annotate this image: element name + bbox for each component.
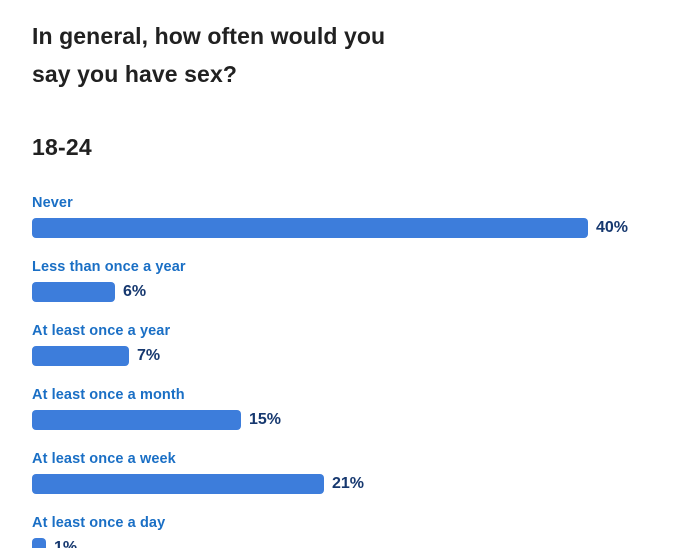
bar-chart: Never 40% Less than once a year 6% At least …: [32, 195, 700, 548]
bar-row: Less than once a year 6%: [32, 259, 700, 302]
bar-track: 21%: [32, 473, 700, 494]
bar-row: At least once a month 15%: [32, 387, 700, 430]
bar: [32, 217, 588, 238]
bar-track: 15%: [32, 409, 700, 430]
category-label: At least once a year: [32, 322, 171, 339]
value-label: 6%: [123, 282, 147, 300]
value-label: 15%: [249, 410, 282, 428]
bar-track: 40%: [32, 217, 700, 238]
bar-row: At least once a year 7%: [32, 323, 700, 366]
chart-title: In general, how often would you say you …: [32, 23, 386, 87]
bar-track: 6%: [32, 281, 700, 302]
bar: [32, 473, 324, 494]
category-label: At least once a week: [32, 450, 176, 467]
value-label: 21%: [332, 474, 365, 492]
bar-row: Never 40%: [32, 195, 700, 238]
category-label: At least once a day: [32, 514, 166, 531]
age-group-label: 18-24: [32, 133, 92, 160]
bar-row: At least once a week 21%: [32, 451, 700, 494]
value-label: 7%: [137, 346, 161, 364]
category-label: Never: [32, 194, 73, 211]
category-label: At least once a month: [32, 386, 185, 403]
bar-track: 7%: [32, 345, 700, 366]
bar: [32, 409, 241, 430]
value-label: 1%: [54, 538, 78, 548]
bar: [32, 537, 46, 548]
bar: [32, 345, 129, 366]
value-label: 40%: [596, 218, 629, 236]
category-label: Less than once a year: [32, 258, 186, 275]
bar-track: 1%: [32, 537, 700, 548]
bar-row: At least once a day 1%: [32, 515, 700, 548]
bar: [32, 281, 115, 302]
